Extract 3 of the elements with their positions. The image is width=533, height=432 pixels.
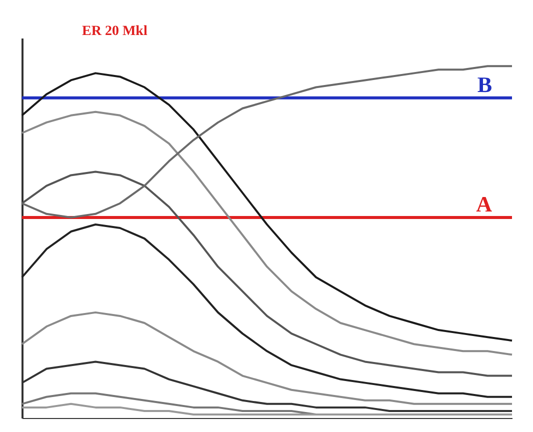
ref-line-label: A xyxy=(476,191,492,216)
text: ER 20 Mkl xyxy=(82,24,148,39)
ref-line-label: B xyxy=(477,72,492,97)
